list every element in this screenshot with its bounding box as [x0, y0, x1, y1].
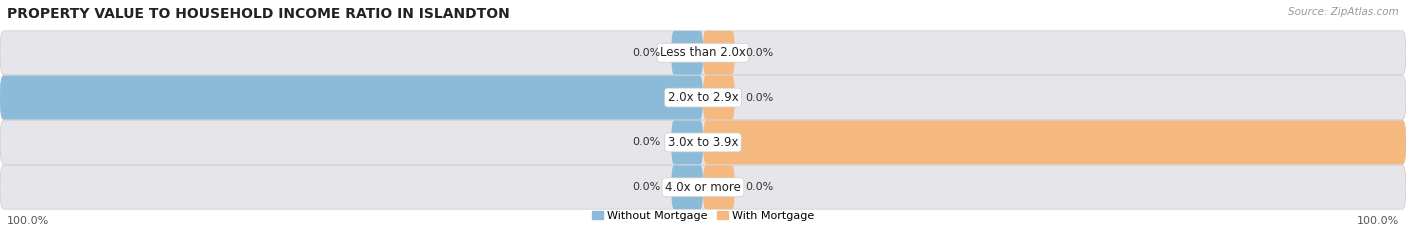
Text: 0.0%: 0.0%	[745, 48, 773, 58]
Legend: Without Mortgage, With Mortgage: Without Mortgage, With Mortgage	[588, 206, 818, 225]
Text: 2.0x to 2.9x: 2.0x to 2.9x	[668, 91, 738, 104]
FancyBboxPatch shape	[703, 120, 1406, 164]
Text: 0.0%: 0.0%	[633, 137, 661, 147]
Text: 0.0%: 0.0%	[633, 182, 661, 192]
Text: 3.0x to 3.9x: 3.0x to 3.9x	[668, 136, 738, 149]
FancyBboxPatch shape	[703, 31, 734, 75]
FancyBboxPatch shape	[703, 76, 734, 120]
FancyBboxPatch shape	[672, 120, 703, 164]
FancyBboxPatch shape	[0, 120, 1406, 164]
Text: 4.0x or more: 4.0x or more	[665, 181, 741, 194]
Text: Source: ZipAtlas.com: Source: ZipAtlas.com	[1288, 7, 1399, 17]
FancyBboxPatch shape	[0, 76, 1406, 120]
Text: 0.0%: 0.0%	[745, 182, 773, 192]
Text: 0.0%: 0.0%	[745, 93, 773, 103]
Text: 100.0%: 100.0%	[7, 216, 49, 226]
Text: Less than 2.0x: Less than 2.0x	[659, 46, 747, 59]
FancyBboxPatch shape	[0, 76, 703, 120]
Text: PROPERTY VALUE TO HOUSEHOLD INCOME RATIO IN ISLANDTON: PROPERTY VALUE TO HOUSEHOLD INCOME RATIO…	[7, 7, 510, 21]
FancyBboxPatch shape	[0, 165, 1406, 209]
FancyBboxPatch shape	[703, 165, 734, 209]
FancyBboxPatch shape	[672, 31, 703, 75]
FancyBboxPatch shape	[672, 165, 703, 209]
Text: 100.0%: 100.0%	[1357, 216, 1399, 226]
FancyBboxPatch shape	[0, 31, 1406, 75]
Text: 0.0%: 0.0%	[633, 48, 661, 58]
